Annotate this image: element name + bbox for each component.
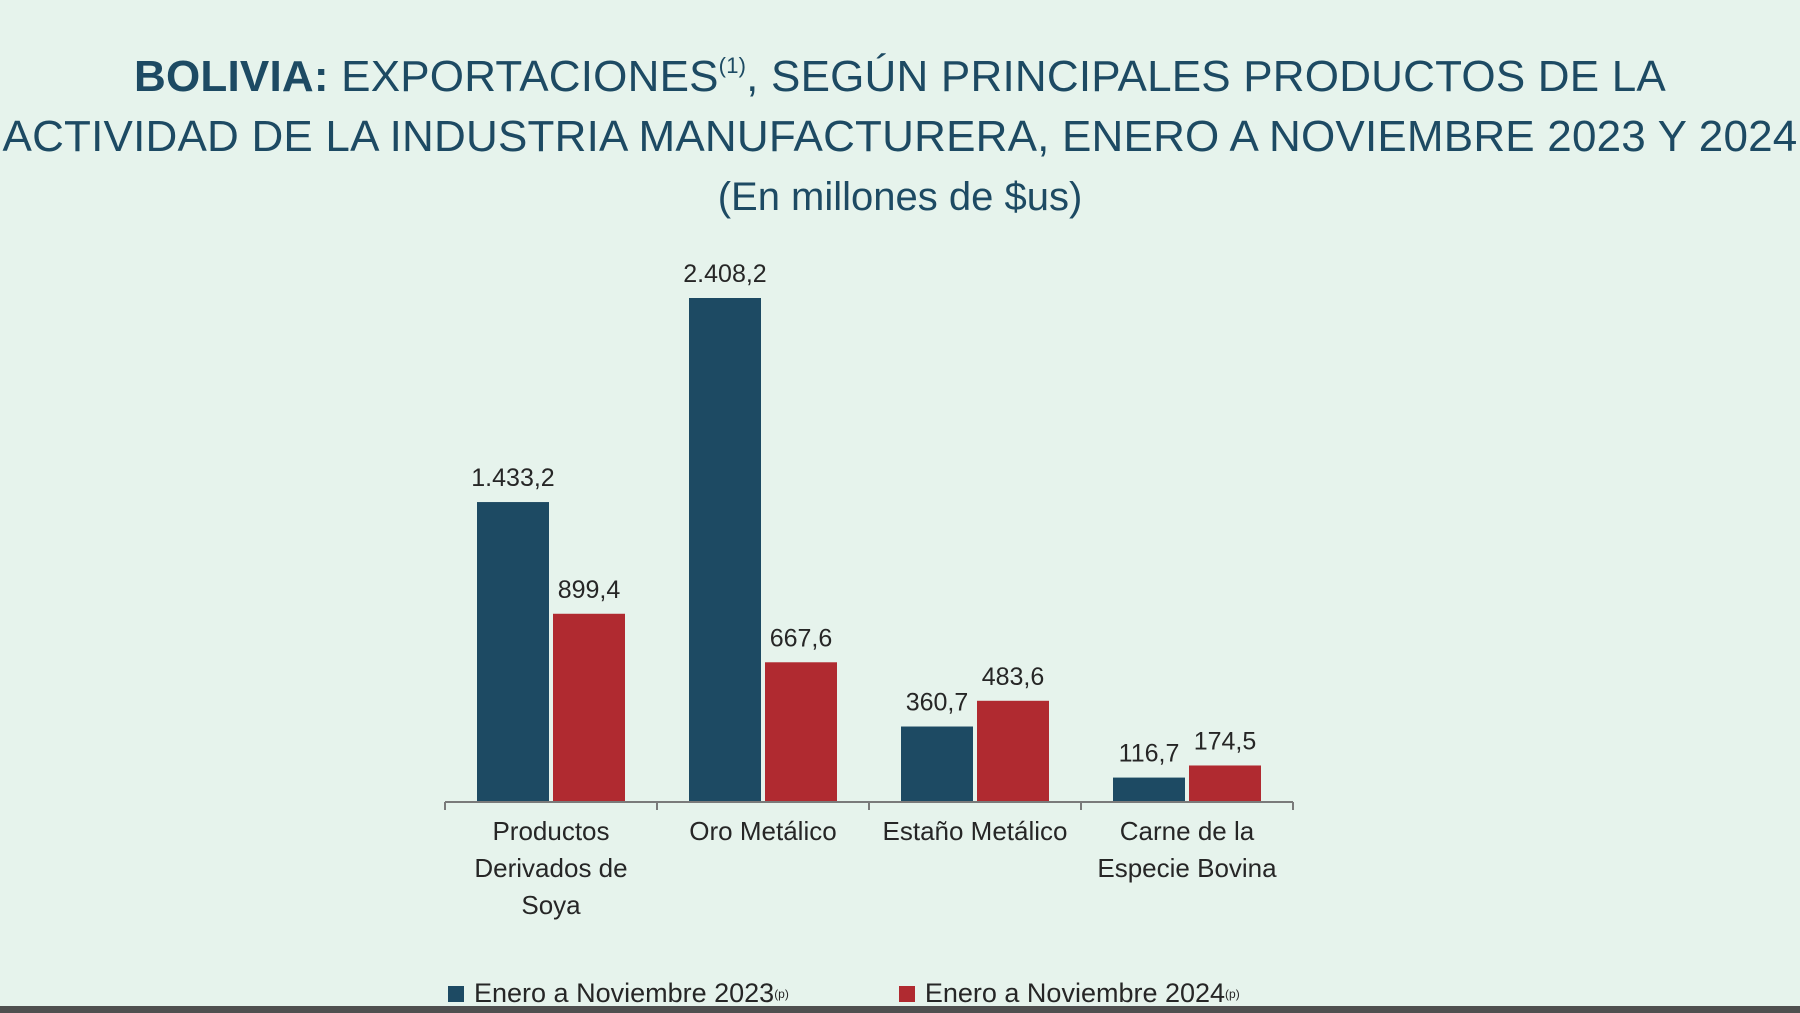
bar-2024-0	[553, 613, 625, 802]
title-line-1: BOLIVIA: EXPORTACIONES(1), SEGÚN PRINCIP…	[0, 36, 1800, 107]
bar-2023-1	[689, 298, 761, 802]
category-label-3-1: Especie Bovina	[1097, 853, 1277, 883]
legend-footnote-2024: (p)	[1225, 986, 1240, 1001]
bar-2024-2	[977, 700, 1049, 802]
data-label-2023-3: 116,7	[1119, 740, 1180, 768]
bottom-strip	[0, 1006, 1800, 1013]
legend-item-2024: Enero a Noviembre 2024 (p)	[898, 978, 1240, 1009]
legend: Enero a Noviembre 2023 (p) Enero a Noviem…	[448, 978, 1240, 1009]
bar-2023-3	[1113, 777, 1185, 802]
chart-subtitle: (En millones de $us)	[717, 175, 1083, 219]
category-label-2-0: Estaño Metálico	[883, 816, 1068, 846]
category-label-0-0: Productos	[492, 816, 609, 846]
data-label-2023-2: 360,7	[906, 689, 969, 717]
data-label-2024-2: 483,6	[982, 663, 1045, 691]
bar-2023-2	[901, 726, 973, 802]
bar-2024-1	[765, 662, 837, 802]
title-line-2: ACTIVIDAD DE LA INDUSTRIA MANUFACTURERA,…	[2, 112, 1798, 161]
legend-label-2024: Enero a Noviembre 2024	[924, 978, 1226, 1008]
bar-2023-0	[477, 502, 549, 802]
data-label-2024-3: 174,5	[1194, 727, 1257, 755]
chart-title: BOLIVIA: EXPORTACIONES(1), SEGÚN PRINCIP…	[0, 36, 1800, 227]
data-label-2024-0: 899,4	[558, 576, 621, 604]
legend-label-2023: Enero a Noviembre 2023	[474, 978, 775, 1008]
category-label-0-1: Derivados de	[474, 853, 627, 883]
data-label-2023-0: 1.433,2	[471, 464, 554, 492]
title-main: EXPORTACIONES	[341, 52, 719, 101]
category-label-3-0: Carne de la	[1120, 816, 1255, 846]
legend-item-2023: Enero a Noviembre 2023 (p)	[448, 978, 789, 1009]
category-label-1-0: Oro Metálico	[689, 816, 836, 846]
title-country: BOLIVIA:	[134, 52, 329, 101]
legend-swatch-2023	[448, 985, 464, 1002]
category-label-0-2: Soya	[521, 890, 581, 920]
bar-2024-3	[1189, 765, 1261, 802]
legend-footnote-2023: (p)	[774, 986, 789, 1001]
data-label-2024-1: 667,6	[770, 624, 833, 652]
title-tail: , SEGÚN PRINCIPALES PRODUCTOS DE LA	[746, 52, 1666, 101]
legend-swatch-2024	[898, 985, 915, 1002]
title-footnote-mark: (1)	[718, 53, 747, 78]
data-label-2023-1: 2.408,2	[683, 260, 766, 288]
